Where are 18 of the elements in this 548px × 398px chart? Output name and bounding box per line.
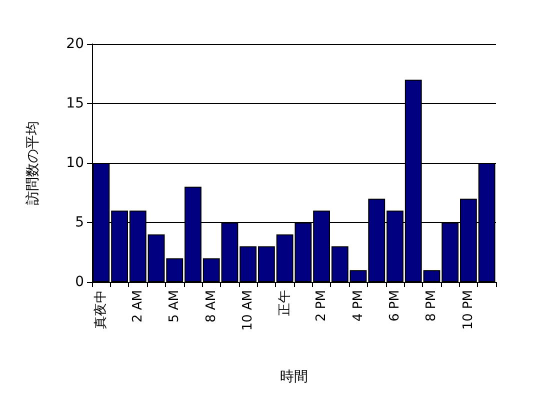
x-tick-label: 5 AM (167, 290, 182, 323)
y-axis-title: 訪問数の平均 (25, 121, 41, 205)
x-tick-label: 8 PM (424, 290, 440, 322)
y-tick-label: 5 (75, 214, 84, 230)
y-tick-label: 0 (75, 274, 84, 290)
x-tick-label: 10 PM (460, 290, 476, 330)
x-tick-label: 4 PM (350, 290, 366, 322)
x-axis-title: 時間 (280, 369, 308, 385)
x-tick-label: 10 AM (240, 290, 256, 331)
x-tick-label: 2 PM (314, 290, 330, 322)
x-tick-label: 真夜中 (92, 290, 109, 329)
y-tick-label: 20 (66, 36, 84, 52)
x-tick-label: 8 AM (204, 290, 219, 323)
y-tick-label: 15 (66, 96, 84, 112)
y-tick-label: 10 (66, 155, 84, 171)
x-tick-label: 6 PM (388, 290, 402, 322)
x-tick-label: 2 AM (130, 290, 146, 323)
x-tick-label: 正午 (277, 290, 292, 316)
